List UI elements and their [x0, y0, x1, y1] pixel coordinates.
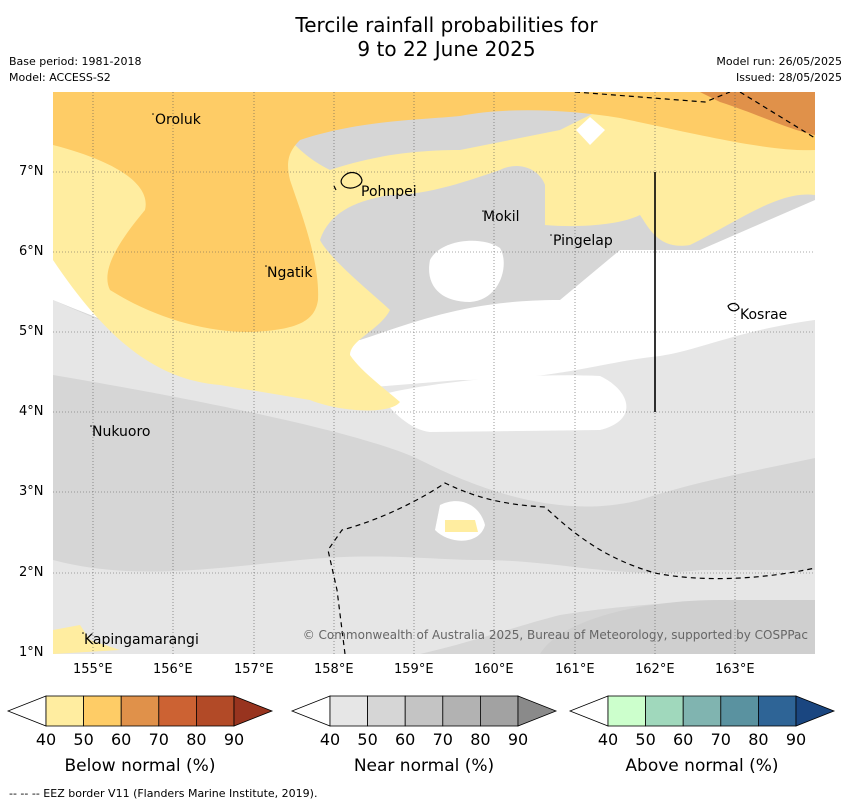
colorbar-right-tip [795, 695, 836, 727]
colorbar-segment [195, 695, 235, 727]
colorbar-title-above: Above normal (%) [625, 756, 779, 776]
colorbar-segment [758, 695, 797, 727]
lon-tick-161e: 161°E [555, 662, 595, 677]
map-title-line2: 9 to 22 June 2025 [357, 37, 536, 61]
probability-fields [53, 92, 815, 654]
island-dots [82, 113, 552, 634]
colorbar-tick-label: 40 [35, 730, 57, 749]
colorbar-tick-label: 80 [186, 730, 207, 749]
colorbar-tick-label: 40 [597, 730, 619, 749]
islands [333, 171, 740, 312]
colorbar-tick-label: 70 [432, 730, 453, 749]
colorbar-segment [120, 695, 160, 727]
lon-tick-162e: 162°E [635, 662, 675, 677]
place-label-kosrae: Kosrae [740, 307, 788, 323]
lon-tick-156e: 156°E [153, 662, 193, 677]
colorbar-title-below: Below normal (%) [64, 756, 216, 776]
colorbar-tick-label: 60 [111, 730, 132, 749]
colorbar-segment [367, 695, 406, 727]
colorbar-segment [158, 695, 197, 727]
colorbar-segment [682, 695, 722, 727]
place-label-pohnpei: Pohnpei [361, 184, 417, 200]
lon-tick-157e: 157°E [234, 662, 274, 677]
base-period-text: Base period: 1981-2018 [9, 55, 142, 68]
tercile-map [53, 92, 815, 654]
colorbar-right-tip [233, 695, 274, 727]
colorbar-tick-label: 80 [748, 730, 769, 749]
eez-borders [327, 92, 815, 654]
colorbar-left-tip [6, 695, 47, 727]
colorbar-segment [45, 695, 84, 727]
kosrae-island [727, 302, 740, 312]
below-normal-50-field [53, 92, 815, 332]
lon-tick-158e: 158°E [314, 662, 354, 677]
place-label-ngatik: Ngatik [267, 265, 313, 281]
colorbar-tick-label: 40 [319, 730, 341, 749]
lon-tick-155e: 155°E [73, 662, 113, 677]
colorbar-segment [442, 695, 481, 727]
colorbar-right-tip [517, 695, 558, 727]
colorbar-tick-label: 50 [635, 730, 656, 749]
model-run-text: Model run: 26/05/2025 [716, 55, 842, 68]
colorbar-tick-label: 90 [785, 730, 807, 749]
lat-tick-3n: 3°N [19, 484, 44, 499]
colorbar-segment [607, 695, 646, 727]
colorbar-tick-label: 70 [710, 730, 731, 749]
colorbar-segment [479, 695, 519, 727]
colorbar-tick-label: 90 [507, 730, 529, 749]
colorbar-below-normal [6, 695, 274, 727]
colorbar-tick-label: 70 [148, 730, 169, 749]
copyright-text: © Commonwealth of Australia 2025, Bureau… [302, 628, 808, 642]
colorbar-above-normal [568, 695, 836, 727]
lon-tick-160e: 160°E [474, 662, 514, 677]
lat-tick-2n: 2°N [19, 565, 44, 580]
issued-text: Issued: 28/05/2025 [735, 71, 842, 84]
colorbar-tick-label: 80 [470, 730, 491, 749]
colorbar-left-tip [290, 695, 331, 727]
below-normal-60-field [700, 92, 815, 135]
colorbar-tick-label: 50 [73, 730, 94, 749]
pohnpei-reef [333, 185, 337, 191]
colorbar-near-normal [290, 695, 558, 727]
pohnpei-island [340, 171, 363, 189]
lon-tick-163e: 163°E [715, 662, 755, 677]
colorbar-segment [83, 695, 122, 727]
colorbars [6, 695, 836, 727]
place-label-kapingamarangi: Kapingamarangi [84, 632, 199, 648]
lat-tick-7n: 7°N [19, 164, 44, 179]
lat-tick-6n: 6°N [19, 244, 44, 259]
colorbar-tick-label: 90 [223, 730, 245, 749]
place-label-pingelap: Pingelap [553, 233, 613, 249]
place-label-nukuoro: Nukuoro [92, 424, 151, 440]
colorbar-segment [720, 695, 759, 727]
colorbar-segment [329, 695, 368, 727]
colorbar-tick-label: 60 [395, 730, 416, 749]
model-text: Model: ACCESS-S2 [9, 71, 111, 84]
lat-tick-1n: 1°N [19, 645, 44, 660]
colorbar-tick-label: 60 [673, 730, 694, 749]
graticule [53, 92, 815, 654]
eez-footer-note: -- -- -- EEZ border V11 (Flanders Marine… [9, 787, 318, 800]
lat-tick-5n: 5°N [19, 324, 44, 339]
place-label-mokil: Mokil [483, 209, 520, 225]
map-title-line1: Tercile rainfall probabilities for [295, 13, 598, 37]
place-label-oroluk: Oroluk [155, 112, 201, 128]
colorbar-segment [645, 695, 684, 727]
colorbar-tick-label: 50 [357, 730, 378, 749]
colorbar-segment [404, 695, 444, 727]
colorbar-title-near: Near normal (%) [353, 756, 495, 776]
lon-tick-159e: 159°E [394, 662, 434, 677]
lat-tick-4n: 4°N [19, 404, 44, 419]
colorbar-left-tip [568, 695, 609, 727]
